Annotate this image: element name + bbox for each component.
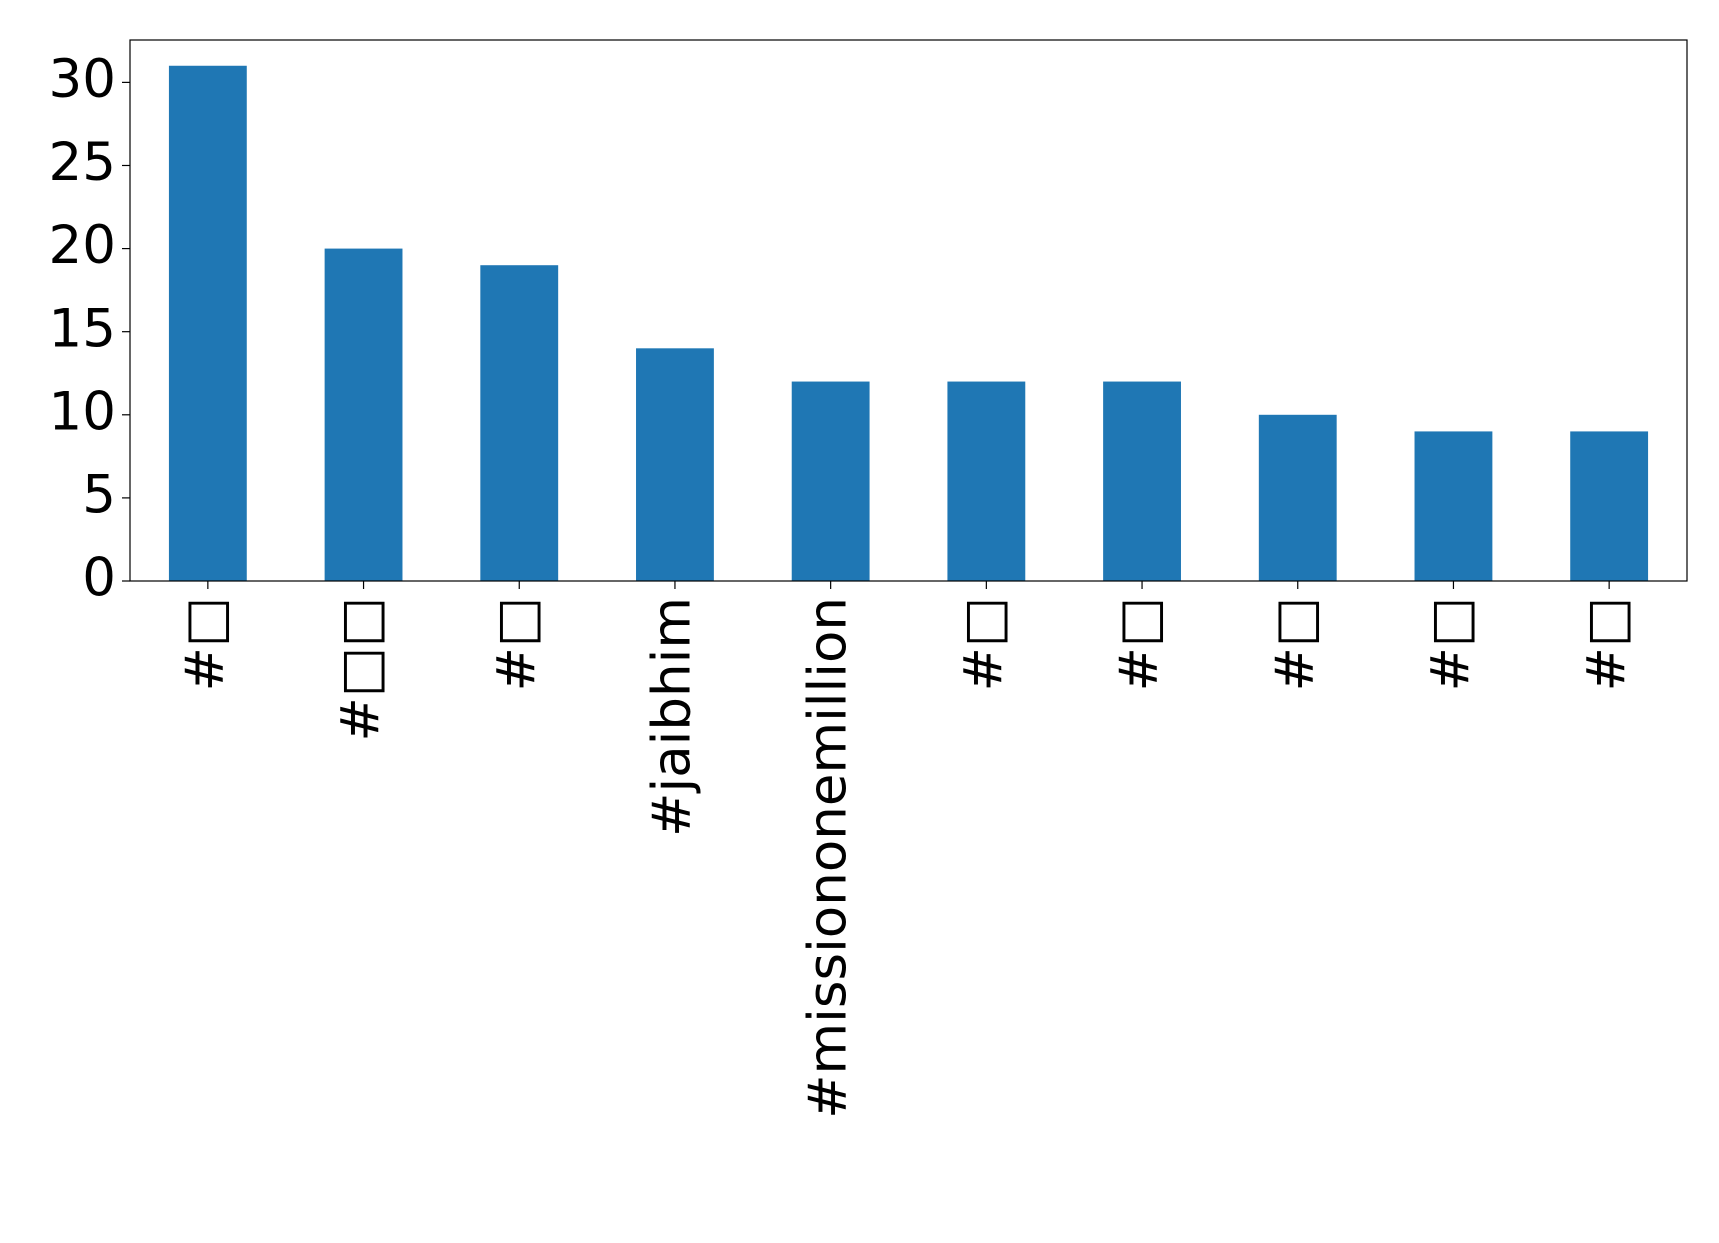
bar [1570, 431, 1649, 581]
x-tick-label: #□ [1109, 597, 1170, 691]
bar [947, 381, 1026, 581]
y-tick-label: 25 [49, 132, 116, 193]
plot-frame [129, 39, 1688, 582]
x-tick-label: #□ [486, 597, 547, 691]
bar [636, 348, 714, 581]
bar [1103, 381, 1181, 581]
y-tick-label: 10 [49, 381, 116, 442]
bar [791, 381, 870, 581]
x-tick-label: #missiononemillion [797, 597, 858, 1119]
y-tick-label: 15 [49, 298, 116, 359]
y-tick-label: 5 [82, 465, 116, 526]
y-tick-label: 20 [49, 215, 116, 276]
bar [168, 65, 247, 581]
x-tick-label: #□ [1420, 597, 1481, 691]
bar [1258, 414, 1337, 581]
x-tick-label: #jaibhim [642, 597, 703, 837]
y-tick-label: 30 [49, 49, 116, 110]
y-tick-label: 0 [82, 548, 116, 609]
bar [1414, 431, 1493, 581]
x-tick-label: #□ [1576, 597, 1637, 691]
bar [324, 248, 403, 582]
x-tick-label: #□ [953, 597, 1014, 691]
x-tick-label: #□ [1264, 597, 1325, 691]
bar [480, 265, 559, 581]
x-tick-label: #□ [174, 597, 235, 691]
x-tick-label: #□□ [330, 597, 391, 742]
